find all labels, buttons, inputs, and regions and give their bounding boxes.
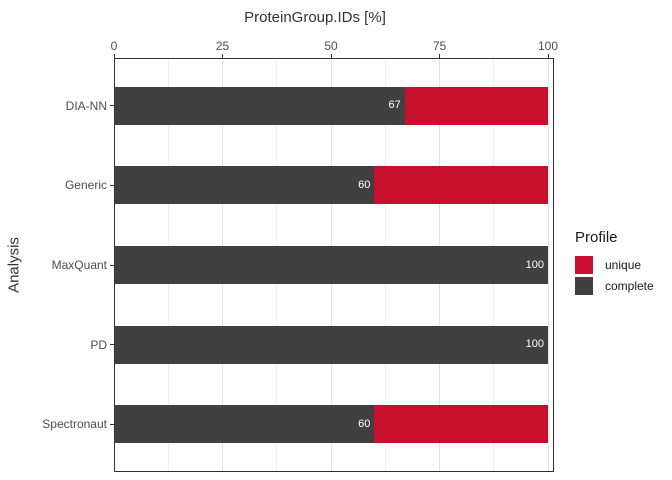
bar-segment-complete: 100 (114, 325, 548, 364)
y-axis-tick (110, 105, 114, 107)
bar-row-Spectronaut: 60 (114, 405, 548, 444)
x-axis-tick (547, 54, 549, 58)
plot-panel: 67 60 100 100 60 (114, 58, 554, 472)
bar-row-PD: 100 (114, 325, 548, 364)
y-axis-category-label: PD (90, 337, 107, 352)
bar-value-label: 60 (358, 417, 371, 430)
bar-value-label: 67 (388, 99, 401, 112)
x-axis-tick (330, 54, 332, 58)
bar-segment-complete: 60 (114, 166, 375, 205)
x-axis-tick-label: 0 (110, 39, 118, 53)
bar-row-Generic: 60 (114, 166, 548, 205)
x-axis-tick-label: 100 (537, 39, 559, 53)
bar-row-MaxQuant: 100 (114, 246, 548, 284)
major-gridline (547, 58, 549, 472)
bar-segment-unique (404, 86, 548, 125)
legend: Profile unique complete (575, 228, 654, 298)
x-axis-tick-label: 50 (324, 39, 338, 53)
y-axis-category-label: Generic (64, 178, 107, 193)
y-axis-category-label: DIA-NN (65, 98, 107, 113)
bar-segment-unique (374, 405, 548, 444)
x-axis-tick-label: 25 (215, 39, 230, 53)
legend-item-label: unique (605, 258, 642, 272)
legend-item-unique: unique (575, 256, 654, 274)
legend-key-complete (575, 277, 593, 295)
bar-value-label: 60 (358, 178, 371, 191)
bar-segment-complete: 100 (114, 246, 548, 284)
bar-segment-complete: 67 (114, 86, 405, 125)
x-axis-tick-label: 75 (432, 39, 447, 53)
legend-key-unique (575, 256, 593, 274)
x-axis-tick (222, 54, 223, 58)
bar-segment-unique (374, 166, 548, 205)
bar-value-label: 100 (525, 258, 544, 271)
y-axis-category-label: MaxQuant (51, 258, 107, 272)
legend-item-label: complete (605, 279, 654, 293)
y-axis-tick (110, 423, 114, 425)
bar-value-label: 100 (525, 338, 544, 351)
legend-item-complete: complete (575, 277, 654, 295)
x-axis-tick (439, 54, 440, 58)
bar-segment-complete: 60 (114, 405, 375, 444)
legend-items: unique complete (575, 256, 654, 295)
chart-title: ProteinGroup.IDs [%] (244, 9, 386, 26)
y-axis-tick (110, 264, 114, 266)
y-axis-category-label: Spectronaut (42, 417, 107, 432)
y-axis-tick (110, 344, 114, 346)
y-axis-tick (110, 184, 114, 186)
bar-row-DIA-NN: 67 (114, 86, 548, 125)
x-axis-tick (113, 54, 115, 58)
legend-title: Profile (575, 229, 618, 246)
